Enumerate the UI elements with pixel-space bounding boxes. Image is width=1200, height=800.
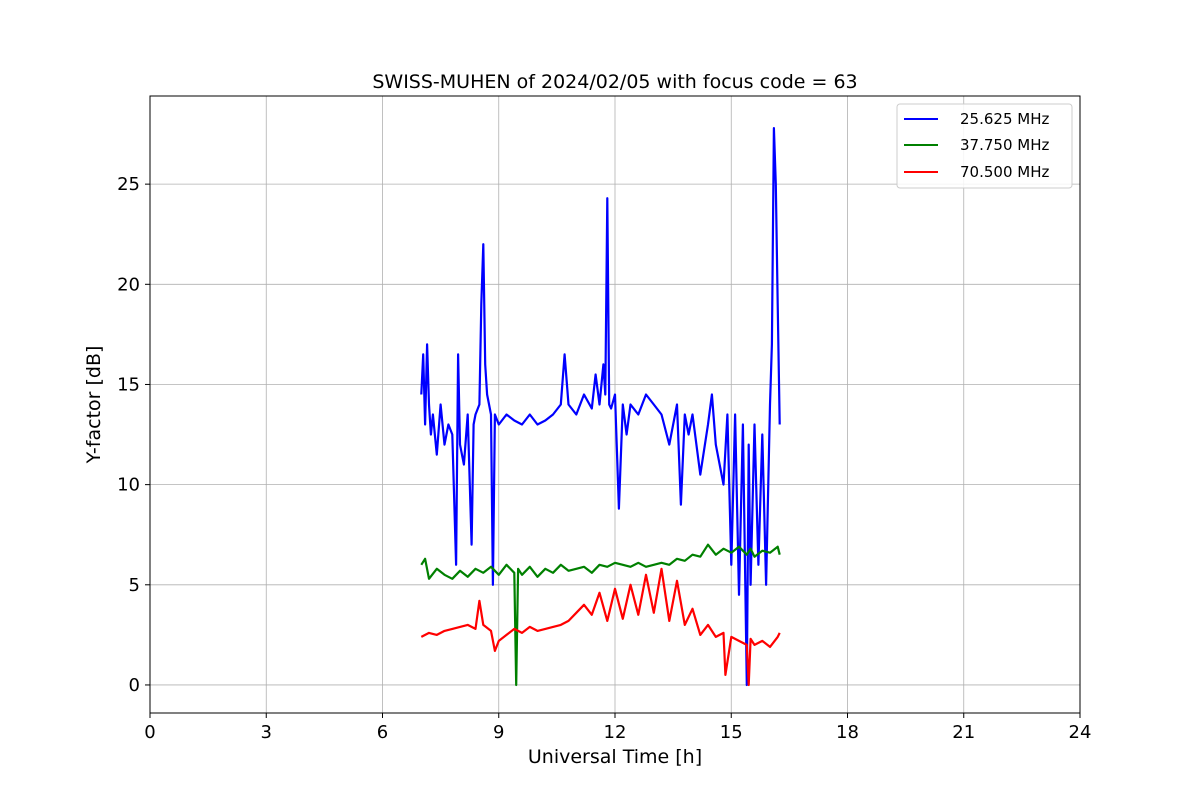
y-tick-label: 0	[129, 675, 140, 696]
x-tick-label: 21	[952, 722, 975, 743]
y-tick-label: 10	[117, 475, 140, 496]
x-tick-label: 9	[493, 722, 504, 743]
legend-box	[896, 103, 1073, 189]
legend: 25.625 MHz 37.750 MHz 70.500 MHz	[896, 103, 1073, 189]
y-tick-label: 5	[129, 575, 140, 596]
legend-label-25625: 25.625 MHz	[960, 110, 1049, 128]
x-tick-label: 15	[720, 722, 743, 743]
y-tick-label: 15	[117, 374, 140, 395]
series-layer	[420, 127, 781, 687]
legend-label-37750: 37.750 MHz	[960, 136, 1049, 154]
series-line-25625	[420, 127, 781, 687]
ticks: 0 3 6 9 12 15 18 21 24 0 5 10 15 20 25	[117, 174, 1091, 743]
legend-label-70500: 70.500 MHz	[960, 163, 1049, 181]
x-tick-label: 3	[261, 722, 272, 743]
x-tick-label: 24	[1069, 722, 1092, 743]
x-axis-label: Universal Time [h]	[528, 746, 702, 768]
series-line-70500	[420, 567, 781, 687]
y-axis-label: Y-factor [dB]	[83, 346, 105, 465]
y-tick-label: 20	[117, 274, 140, 295]
chart-title: SWISS-MUHEN of 2024/02/05 with focus cod…	[372, 71, 857, 93]
x-tick-label: 12	[604, 722, 627, 743]
y-tick-label: 25	[117, 174, 140, 195]
x-tick-label: 18	[836, 722, 859, 743]
series-line-37750	[420, 543, 781, 687]
x-tick-label: 6	[377, 722, 388, 743]
x-tick-label: 0	[144, 722, 155, 743]
